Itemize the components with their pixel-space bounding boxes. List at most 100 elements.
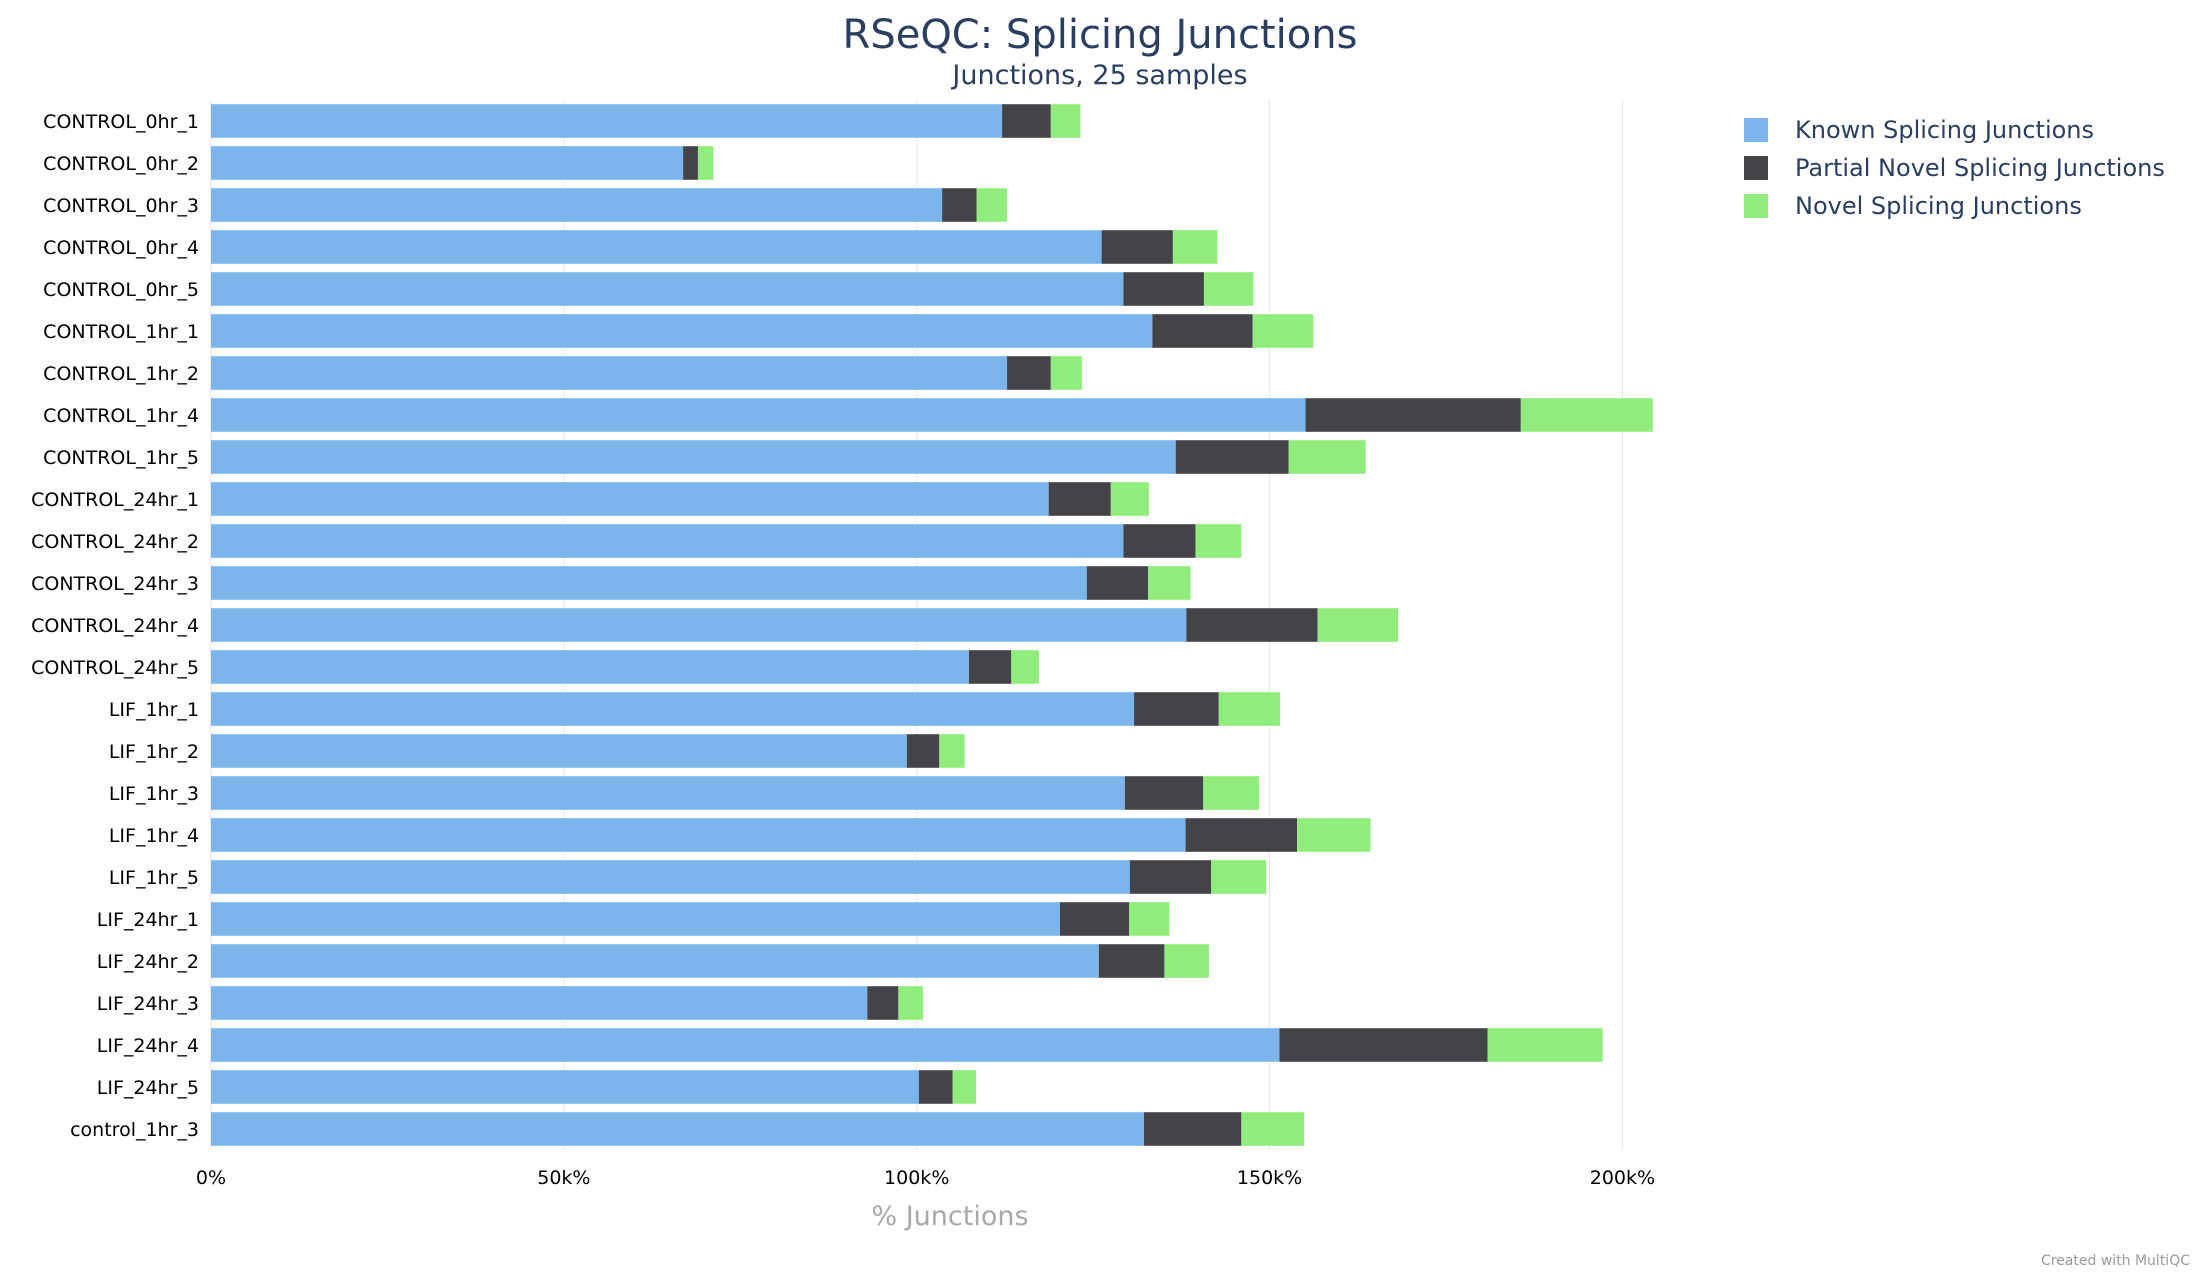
bar-segment-s2-2[interactable] [976, 188, 1008, 222]
bar-segment-s0-13[interactable] [211, 650, 969, 684]
bar-segment-s2-11[interactable] [1148, 566, 1191, 600]
bar-segment-s2-22[interactable] [1487, 1028, 1603, 1062]
bar-segment-s1-14[interactable] [1134, 692, 1219, 726]
bar-segment-s1-11[interactable] [1086, 566, 1149, 600]
bar-segment-s0-8[interactable] [211, 440, 1176, 474]
x-tick-label: 50k% [537, 1167, 590, 1189]
bar-segment-s1-19[interactable] [1059, 902, 1130, 936]
bar-segment-s1-15[interactable] [906, 734, 940, 768]
bar-segment-s0-18[interactable] [211, 860, 1130, 894]
chart-subtitle: Junctions, 25 samples [950, 60, 1247, 91]
bars [211, 104, 1653, 1146]
bar-segment-s2-13[interactable] [1011, 650, 1039, 684]
bar-segment-s1-8[interactable] [1175, 440, 1289, 474]
bar-segment-s2-16[interactable] [1203, 776, 1259, 810]
y-axis-labels: CONTROL_0hr_1 CONTROL_0hr_2 CONTROL_0hr_3 C… [31, 111, 199, 1141]
bar-segment-s2-10[interactable] [1195, 524, 1242, 558]
bar-segment-s1-16[interactable] [1124, 776, 1204, 810]
legend-label-1[interactable]: Partial Novel Splicing Junctions [1795, 154, 2165, 182]
bar-segment-s1-10[interactable] [1123, 524, 1196, 558]
bar-segment-s0-23[interactable] [211, 1070, 919, 1104]
bar-segment-s0-16[interactable] [211, 776, 1125, 810]
bar-segment-s1-5[interactable] [1152, 314, 1253, 348]
bar-segment-s1-12[interactable] [1186, 608, 1318, 642]
bar-segment-s0-4[interactable] [211, 272, 1124, 306]
bar-segment-s1-3[interactable] [1101, 230, 1173, 264]
bar-segment-s2-5[interactable] [1252, 314, 1314, 348]
bar-segment-s0-24[interactable] [211, 1112, 1144, 1146]
chart-title: RSeQC: Splicing Junctions [843, 12, 1358, 58]
x-axis-title: % Junctions [871, 1201, 1028, 1232]
bar-segment-s2-3[interactable] [1172, 230, 1218, 264]
y-tick-label: CONTROL_1hr_5 [43, 447, 199, 469]
bar-segment-s1-6[interactable] [1007, 356, 1051, 390]
x-tick-label: 200k% [1590, 1167, 1655, 1189]
bar-segment-s1-7[interactable] [1305, 398, 1521, 432]
bar-segment-s2-18[interactable] [1210, 860, 1267, 894]
bar-segment-s1-4[interactable] [1123, 272, 1204, 306]
bar-segment-s1-2[interactable] [942, 188, 977, 222]
bar-segment-s0-9[interactable] [211, 482, 1049, 516]
bar-segment-s1-13[interactable] [968, 650, 1012, 684]
legend-swatch-1[interactable] [1744, 156, 1768, 180]
bar-segment-s0-15[interactable] [211, 734, 907, 768]
bar-segment-s1-1[interactable] [683, 146, 698, 180]
x-tick-label: 150k% [1237, 1167, 1302, 1189]
y-tick-label: CONTROL_0hr_5 [43, 279, 199, 301]
bar-segment-s0-0[interactable] [211, 104, 1003, 138]
y-tick-label: CONTROL_1hr_4 [43, 405, 199, 427]
legend-swatch-0[interactable] [1744, 118, 1768, 142]
bar-segment-s2-1[interactable] [697, 146, 714, 180]
bar-segment-s0-12[interactable] [211, 608, 1187, 642]
bar-segment-s1-9[interactable] [1048, 482, 1111, 516]
bar-segment-s2-15[interactable] [939, 734, 965, 768]
bar-segment-s0-5[interactable] [211, 314, 1153, 348]
bar-segment-s2-14[interactable] [1218, 692, 1281, 726]
bar-segment-s2-17[interactable] [1297, 818, 1371, 852]
bar-segment-s0-3[interactable] [211, 230, 1102, 264]
y-tick-label: LIF_1hr_2 [109, 741, 199, 763]
legend-swatch-2[interactable] [1744, 194, 1768, 218]
bar-segment-s0-11[interactable] [211, 566, 1087, 600]
bar-segment-s2-19[interactable] [1129, 902, 1170, 936]
bar-segment-s0-19[interactable] [211, 902, 1060, 936]
x-tick-label: 0% [196, 1167, 226, 1189]
bar-segment-s0-14[interactable] [211, 692, 1135, 726]
bar-segment-s2-0[interactable] [1050, 104, 1081, 138]
bar-segment-s2-23[interactable] [952, 1070, 976, 1104]
bar-segment-s0-6[interactable] [211, 356, 1008, 390]
bar-segment-s0-22[interactable] [211, 1028, 1280, 1062]
bar-segment-s2-7[interactable] [1520, 398, 1653, 432]
bar-segment-s2-8[interactable] [1288, 440, 1366, 474]
credit-text: Created with MultiQC [2041, 1253, 2190, 1269]
bar-segment-s0-17[interactable] [211, 818, 1186, 852]
bar-segment-s2-21[interactable] [898, 986, 924, 1020]
bar-segment-s1-22[interactable] [1279, 1028, 1488, 1062]
bar-segment-s1-18[interactable] [1129, 860, 1211, 894]
bar-segment-s1-0[interactable] [1002, 104, 1051, 138]
y-tick-label: CONTROL_0hr_4 [43, 237, 199, 259]
bar-segment-s1-20[interactable] [1098, 944, 1165, 978]
bar-segment-s2-12[interactable] [1317, 608, 1399, 642]
legend-label-2[interactable]: Novel Splicing Junctions [1795, 192, 2082, 220]
bar-segment-s0-2[interactable] [211, 188, 943, 222]
bar-segment-s2-4[interactable] [1203, 272, 1254, 306]
bar-segment-s1-17[interactable] [1185, 818, 1298, 852]
bar-segment-s0-21[interactable] [211, 986, 868, 1020]
bar-segment-s1-24[interactable] [1143, 1112, 1242, 1146]
legend-label-0[interactable]: Known Splicing Junctions [1795, 116, 2094, 144]
bar-segment-s0-7[interactable] [211, 398, 1306, 432]
bar-segment-s2-6[interactable] [1050, 356, 1082, 390]
bar-segment-s2-20[interactable] [1164, 944, 1209, 978]
bar-segment-s2-24[interactable] [1241, 1112, 1305, 1146]
bar-segment-s0-20[interactable] [211, 944, 1099, 978]
bar-segment-s1-23[interactable] [918, 1070, 953, 1104]
bar-segment-s0-10[interactable] [211, 524, 1124, 558]
y-tick-label: CONTROL_24hr_1 [31, 489, 199, 511]
bar-segment-s2-9[interactable] [1110, 482, 1149, 516]
y-tick-label: CONTROL_0hr_1 [43, 111, 199, 133]
y-tick-label: CONTROL_1hr_1 [43, 321, 199, 343]
bar-segment-s0-1[interactable] [211, 146, 684, 180]
bar-segment-s1-21[interactable] [867, 986, 899, 1020]
